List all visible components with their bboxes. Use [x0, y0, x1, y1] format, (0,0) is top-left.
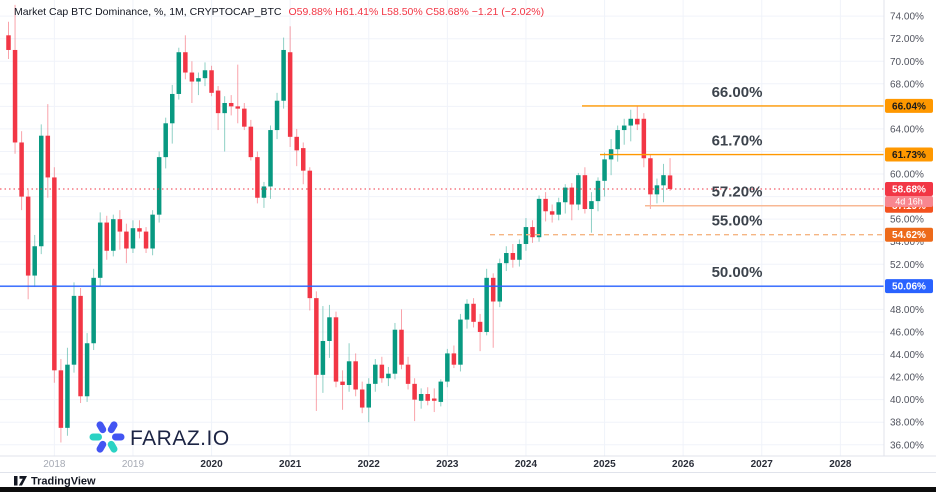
svg-text:2023: 2023	[436, 459, 459, 470]
svg-text:2021: 2021	[279, 459, 302, 470]
axis-badges: 66.04%61.73%57.19%54.62%50.06%58.68%4d 1…	[885, 98, 933, 294]
line-annotations[interactable]: 66.00% 61.70% 57.20% 55.00% 50.00%	[712, 84, 763, 281]
ohlc-values: O59.88% H61.41% L58.50% C58.68% −1.21 (−…	[288, 6, 545, 18]
svg-text:2028: 2028	[829, 459, 852, 470]
svg-text:2026: 2026	[672, 459, 695, 470]
svg-text:38.00%: 38.00%	[890, 418, 924, 429]
svg-text:44.00%: 44.00%	[890, 350, 924, 361]
svg-text:61.70%: 61.70%	[712, 133, 763, 150]
svg-text:58.68%: 58.68%	[892, 184, 926, 195]
svg-text:55.00%: 55.00%	[712, 213, 763, 230]
watermark-logo: FARAZ.IO	[89, 421, 230, 453]
svg-text:2024: 2024	[515, 459, 538, 470]
time-scale-axis[interactable]: 2018 2019 2020 2021 2022 2023 2024 2025 2026 2027…	[0, 455, 936, 492]
svg-text:54.00%: 54.00%	[890, 237, 924, 248]
tradingview-attribution[interactable]: TradingView	[14, 476, 96, 488]
svg-text:72.00%: 72.00%	[890, 34, 924, 45]
svg-text:66.00%: 66.00%	[712, 84, 763, 101]
candles-layer	[6, 4, 673, 443]
svg-text:FARAZ.IO: FARAZ.IO	[130, 427, 230, 450]
svg-text:2019: 2019	[122, 459, 145, 470]
svg-text:70.00%: 70.00%	[890, 57, 924, 68]
svg-text:64.00%: 64.00%	[890, 124, 924, 135]
svg-text:46.00%: 46.00%	[890, 327, 924, 338]
svg-text:2022: 2022	[358, 459, 381, 470]
svg-text:74.00%: 74.00%	[890, 12, 924, 23]
svg-text:50.00%: 50.00%	[712, 264, 763, 281]
svg-text:2018: 2018	[43, 459, 66, 470]
svg-text:2020: 2020	[200, 459, 223, 470]
svg-text:61.73%: 61.73%	[892, 150, 926, 161]
svg-text:40.00%: 40.00%	[890, 395, 924, 406]
svg-text:2025: 2025	[593, 459, 616, 470]
svg-text:TradingView: TradingView	[31, 476, 96, 488]
svg-text:52.00%: 52.00%	[890, 260, 924, 271]
svg-text:68.00%: 68.00%	[890, 79, 924, 90]
svg-text:66.04%: 66.04%	[892, 101, 926, 112]
svg-text:4d 16h: 4d 16h	[895, 196, 923, 206]
svg-text:60.00%: 60.00%	[890, 170, 924, 181]
symbol-legend: Market Cap BTC Dominance, %, 1M, CRYPTOC…	[14, 6, 544, 19]
svg-text:36.00%: 36.00%	[890, 440, 924, 451]
symbol-title: Market Cap BTC Dominance, %, 1M, CRYPTOC…	[14, 6, 282, 18]
svg-text:54.62%: 54.62%	[892, 230, 926, 241]
price-lines-layer[interactable]	[0, 105, 884, 287]
svg-text:42.00%: 42.00%	[890, 373, 924, 384]
svg-text:50.06%: 50.06%	[892, 282, 926, 293]
svg-text:2027: 2027	[751, 459, 774, 470]
svg-text:56.00%: 56.00%	[890, 215, 924, 226]
bottom-window-bar	[0, 487, 936, 492]
svg-text:57.20%: 57.20%	[712, 184, 763, 201]
svg-text:48.00%: 48.00%	[890, 305, 924, 316]
